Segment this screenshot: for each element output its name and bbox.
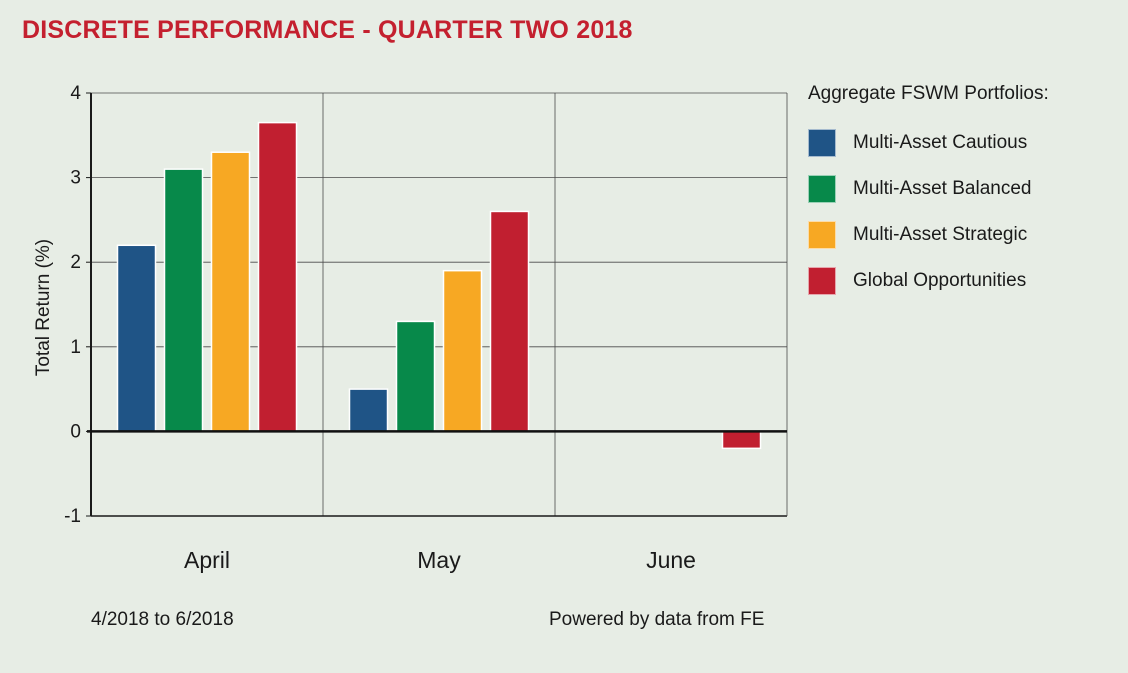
- legend-item: Multi-Asset Balanced: [808, 175, 1031, 203]
- legend-label: Multi-Asset Strategic: [853, 224, 1028, 245]
- source-credit-text: Powered by data from FE: [549, 609, 765, 630]
- y-tick-label: 0: [70, 421, 81, 442]
- legend-label: Multi-Asset Cautious: [853, 132, 1028, 153]
- legend-item: Global Opportunities: [808, 267, 1026, 295]
- legend-label: Multi-Asset Balanced: [853, 178, 1032, 199]
- bar: [116, 244, 157, 433]
- bar: [721, 430, 762, 450]
- plot-area: [91, 93, 787, 516]
- chart-title: DISCRETE PERFORMANCE - QUARTER TWO 2018: [22, 16, 633, 44]
- bar: [348, 388, 389, 433]
- date-range-text: 4/2018 to 6/2018: [91, 609, 234, 630]
- legend-swatch: [808, 221, 836, 249]
- bar: [210, 151, 251, 433]
- y-tick-label: -1: [64, 506, 81, 527]
- y-tick-label: 2: [70, 252, 81, 273]
- legend-item: Multi-Asset Cautious: [808, 129, 1027, 157]
- bar: [442, 269, 483, 433]
- bar: [163, 168, 204, 433]
- legend-label: Global Opportunities: [853, 270, 1027, 291]
- bar: [489, 210, 530, 433]
- x-tick-label: April: [184, 547, 230, 573]
- legend-title: Aggregate FSWM Portfolios:: [808, 83, 1049, 104]
- legend-swatch: [808, 267, 836, 295]
- legend-swatch: [808, 175, 836, 203]
- x-tick-label: June: [646, 547, 696, 573]
- y-tick-label: 3: [70, 168, 81, 189]
- y-axis-label: Total Return (%): [33, 239, 54, 376]
- bar: [257, 121, 298, 433]
- x-tick-label: May: [417, 547, 461, 573]
- bar: [395, 320, 436, 433]
- y-tick-label: 4: [70, 83, 81, 104]
- legend-swatch: [808, 129, 836, 157]
- legend-item: Multi-Asset Strategic: [808, 221, 1027, 249]
- y-tick-label: 1: [70, 337, 81, 358]
